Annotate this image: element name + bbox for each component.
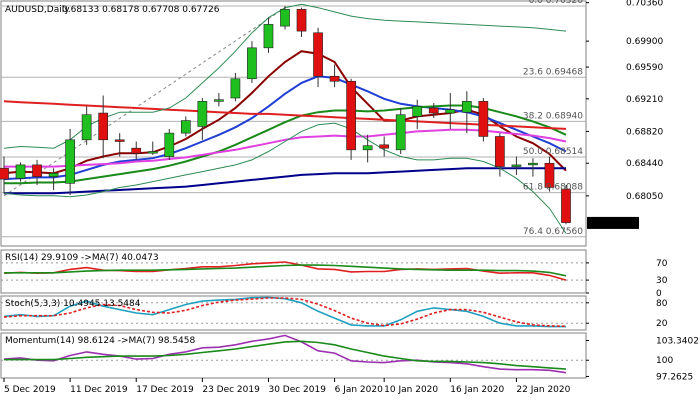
- candle-body: [428, 107, 439, 114]
- candle-body: [313, 32, 323, 77]
- x-tick-label: 5 Dec 2019: [4, 385, 56, 395]
- candle-body: [15, 164, 26, 179]
- candle-body: [296, 9, 307, 32]
- candle-body: [32, 164, 42, 177]
- candle-body: [65, 139, 75, 184]
- overlay-bb_lower: [3, 122, 567, 234]
- fib-label: 0.0 0.70320: [529, 0, 584, 6]
- x-tick-label: 6 Jan 2020: [335, 385, 383, 395]
- candle-body: [48, 172, 59, 177]
- y-tick-label: 80: [656, 299, 668, 309]
- overlay-ma_red: [3, 100, 567, 130]
- y-tick-label: 0.68440: [626, 159, 663, 169]
- candle-body: [544, 162, 555, 188]
- y-tick-label: 70: [656, 259, 668, 269]
- indicator-title: Momentum(14) 98.6124 ->MA(7) 98.5458: [5, 336, 196, 346]
- candle-body: [247, 47, 257, 80]
- candle-body: [511, 164, 522, 167]
- indicator-series-1-0: [3, 261, 567, 281]
- candle-body: [81, 114, 92, 141]
- x-tick-label: 10 Jan 2020: [384, 385, 438, 395]
- y-tick-label: 97.2625: [656, 372, 693, 382]
- overlay-ma_navy: [4, 167, 566, 195]
- y-tick-label: 0.68820: [626, 127, 663, 137]
- indicator-series-3-1: [4, 340, 567, 370]
- pane-frame-3: [0, 332, 587, 379]
- candle-body: [131, 147, 142, 154]
- candle-body: [280, 9, 290, 27]
- candle-body: [180, 120, 191, 134]
- pane-frame-1: [0, 249, 587, 294]
- x-tick-label: 11 Dec 2019: [70, 385, 128, 395]
- indicator-series-2-0: [3, 296, 566, 328]
- y-tick-label: 0.69210: [626, 95, 663, 105]
- x-tick-label: 16 Jan 2020: [450, 385, 504, 395]
- fib-label: 38.2 0.68940: [523, 111, 583, 121]
- candle-body: [197, 101, 208, 127]
- y-tick-label: 103.3402: [656, 336, 699, 346]
- candle-body: [263, 24, 274, 49]
- overlay-ma_blue: [3, 75, 567, 181]
- candle-body: [98, 112, 109, 141]
- indicator-title: Stoch(5,3,3) 10.4945 13.5484: [5, 299, 141, 309]
- last-price-tag: [587, 216, 639, 229]
- indicator-title: RSI(14) 29.9109 ->MA(7) 40.0473: [5, 253, 159, 263]
- fib-label: 61.8 0.68088: [523, 183, 583, 193]
- fib-label: 50.0 0.68514: [523, 147, 583, 157]
- candle-body: [329, 75, 340, 82]
- y-tick-label: 20: [656, 319, 668, 329]
- candle-body: [379, 144, 390, 149]
- y-tick-label: 30: [656, 276, 668, 286]
- candle-body: [214, 99, 224, 102]
- candle-body: [528, 162, 538, 166]
- candle-body: [230, 78, 241, 99]
- overlay-ma_magenta: [4, 128, 567, 168]
- pane-frame-2: [0, 295, 587, 331]
- x-tick-label: 17 Dec 2019: [136, 385, 194, 395]
- x-tick-label: 22 Jan 2020: [516, 385, 570, 395]
- candle-body: [561, 188, 571, 223]
- pane-frame-0: [0, 0, 587, 247]
- chart-title: AUDUSD,Daily: [5, 5, 70, 15]
- candle-body: [445, 109, 456, 114]
- overlay-ma_green: [4, 104, 567, 185]
- candle-body: [164, 132, 175, 157]
- y-tick-label: 0.68050: [626, 192, 663, 202]
- candle-body: [495, 136, 505, 167]
- y-tick-label: 0.69590: [626, 63, 663, 73]
- x-tick-label: 30 Dec 2019: [268, 385, 326, 395]
- candle-body: [412, 106, 423, 117]
- fib-label: 76.4 0.67560: [523, 227, 583, 237]
- candle-body: [478, 101, 489, 137]
- y-tick-label: 0.70360: [626, 0, 663, 9]
- candle-body: [362, 145, 373, 151]
- overlay-ma_darkred: [3, 50, 567, 175]
- y-tick-label: 100: [656, 356, 673, 366]
- indicator-series-1-1: [4, 264, 567, 277]
- candle-body: [461, 101, 472, 113]
- candle-body: [147, 151, 158, 154]
- candle-body: [114, 139, 125, 142]
- indicator-series-3-0: [3, 334, 567, 374]
- last-price-label: 0.67726: [593, 220, 630, 230]
- ohlc-readout: 0.68133 0.68178 0.67708 0.67726: [62, 5, 220, 15]
- trend-line: [3, 7, 286, 197]
- candle-body: [346, 80, 356, 151]
- candle-body: [395, 114, 406, 151]
- candle-body: [0, 167, 9, 180]
- y-tick-label: 0: [656, 289, 662, 299]
- y-tick-label: 0.69900: [626, 37, 663, 47]
- fib-label: 23.6 0.69468: [523, 67, 583, 77]
- x-tick-label: 23 Dec 2019: [202, 385, 260, 395]
